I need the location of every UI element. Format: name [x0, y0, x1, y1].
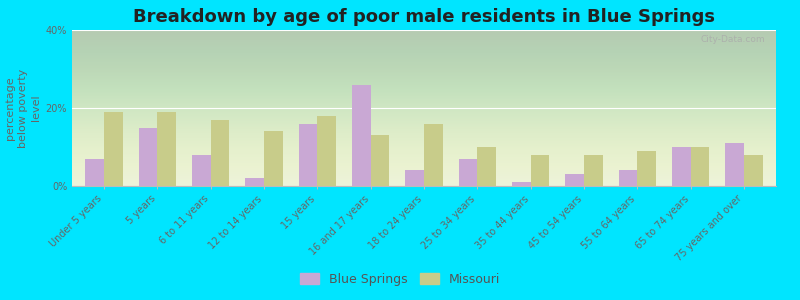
Bar — [406, 170, 424, 186]
Bar — [512, 182, 530, 186]
Bar — [104, 112, 122, 186]
Bar — [458, 159, 478, 186]
Bar — [638, 151, 656, 186]
Bar — [370, 135, 390, 186]
Bar — [318, 116, 336, 186]
Bar — [478, 147, 496, 186]
Bar — [158, 112, 176, 186]
Title: Breakdown by age of poor male residents in Blue Springs: Breakdown by age of poor male residents … — [133, 8, 715, 26]
Bar — [744, 155, 762, 186]
Legend: Blue Springs, Missouri: Blue Springs, Missouri — [295, 268, 505, 291]
Bar — [618, 170, 638, 186]
Bar — [690, 147, 710, 186]
Bar — [264, 131, 282, 186]
Bar — [584, 155, 602, 186]
Bar — [138, 128, 158, 186]
Bar — [726, 143, 744, 186]
Bar — [566, 174, 584, 186]
Bar — [352, 85, 370, 186]
Bar — [530, 155, 550, 186]
Y-axis label: percentage
below poverty
level: percentage below poverty level — [5, 68, 42, 148]
Bar — [210, 120, 230, 186]
Bar — [192, 155, 210, 186]
Bar — [246, 178, 264, 186]
Text: City-Data.com: City-Data.com — [701, 35, 766, 44]
Bar — [298, 124, 318, 186]
Bar — [86, 159, 104, 186]
Bar — [672, 147, 690, 186]
Bar — [424, 124, 442, 186]
